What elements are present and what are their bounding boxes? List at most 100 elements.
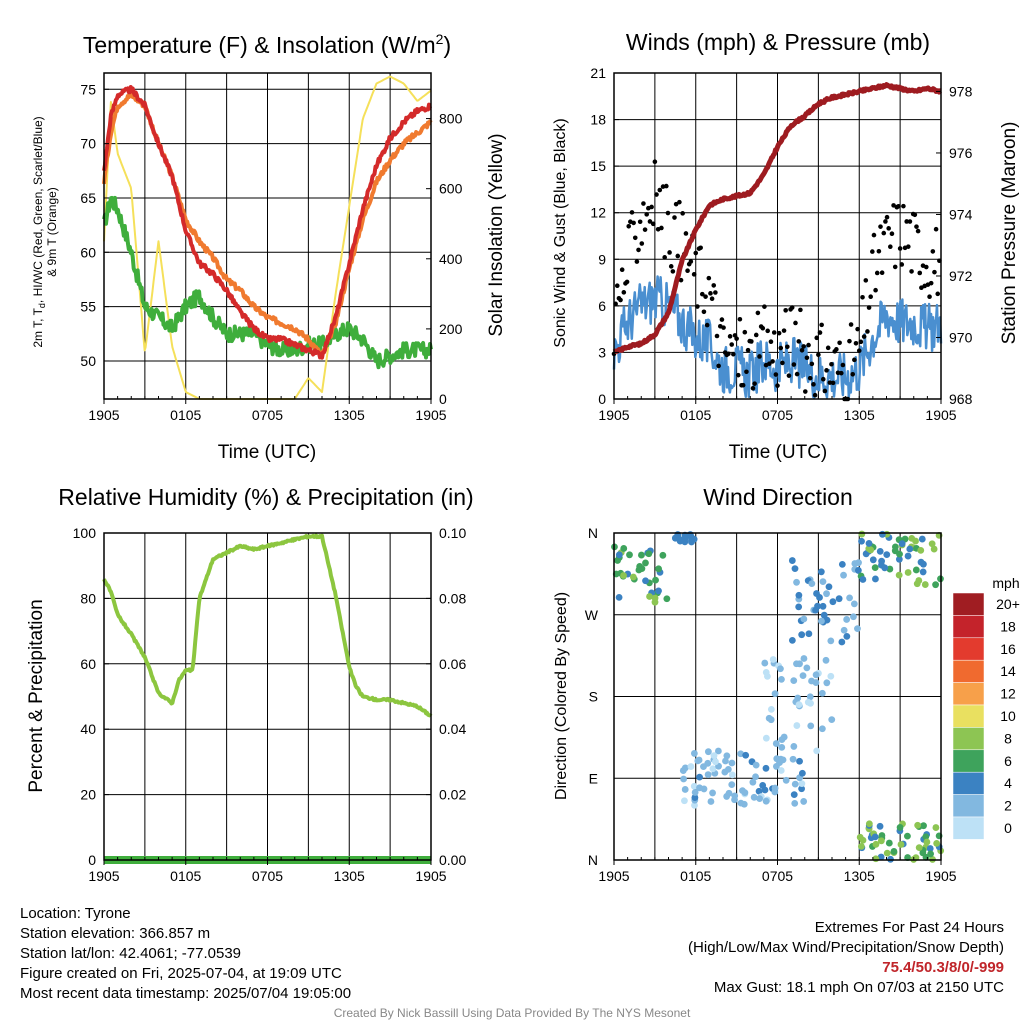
recent-text: Most recent data timestamp: 2025/07/04 1… xyxy=(20,985,352,1002)
max-gust-text: Max Gust: 18.1 mph On 07/03 at 2150 UTC xyxy=(713,979,1004,996)
wind-right-ytick-label: 968 xyxy=(949,391,973,407)
direction-point xyxy=(709,765,717,773)
direction-point xyxy=(737,799,745,807)
sonic-wind-line xyxy=(612,275,943,399)
direction-point xyxy=(858,537,865,545)
gust-point xyxy=(884,214,890,220)
direction-point xyxy=(854,567,862,574)
direction-point xyxy=(700,763,707,771)
direction-point xyxy=(704,771,712,778)
gust-point xyxy=(886,226,891,231)
direction-point xyxy=(798,780,806,788)
direction-point xyxy=(791,799,799,807)
location-text: Location: Tyrone xyxy=(20,905,131,922)
rh-ytick-label: 60 xyxy=(80,656,96,672)
rh-panel-title: Relative Humidity (%) & Precipitation (i… xyxy=(58,484,473,510)
direction-point xyxy=(823,590,830,598)
direction-point xyxy=(721,768,729,776)
dir-xtick-label: 1905 xyxy=(925,868,956,884)
gust-point xyxy=(695,304,700,309)
direction-point xyxy=(672,534,679,542)
gust-point xyxy=(873,287,878,293)
extremes-subtitle: (High/Low/Max Wind/Precipitation/Snow De… xyxy=(688,939,1004,956)
temp-xtick-label: 0705 xyxy=(252,407,283,423)
gust-point xyxy=(776,330,782,336)
temp-ytick-label: 55 xyxy=(80,299,96,315)
gust-point xyxy=(881,230,887,236)
wind-ytick-label: 21 xyxy=(590,65,606,81)
direction-point xyxy=(725,789,733,797)
direction-point xyxy=(771,784,779,792)
wind-right-ytick-label: 970 xyxy=(949,329,973,345)
rh-ytick-label: 80 xyxy=(80,590,96,606)
dir-xtick-label: 1305 xyxy=(844,868,875,884)
gust-point xyxy=(780,360,785,366)
wind-right-ytick-label: 972 xyxy=(949,268,973,284)
colorbar-label: 10 xyxy=(1000,708,1016,724)
direction-point xyxy=(858,842,865,850)
wind-xtick-label: 1905 xyxy=(925,407,956,423)
direction-point xyxy=(681,797,688,805)
gust-point xyxy=(907,219,913,224)
direction-point xyxy=(795,591,803,599)
gust-point xyxy=(742,329,748,335)
gust-point xyxy=(632,235,638,241)
gust-point xyxy=(704,322,710,328)
gust-point xyxy=(865,329,870,334)
gust-point xyxy=(896,203,901,209)
gust-point xyxy=(716,363,721,369)
gust-point xyxy=(709,296,715,302)
direction-point xyxy=(932,824,940,831)
direction-point xyxy=(876,822,884,830)
gust-point xyxy=(685,268,690,274)
direction-point xyxy=(923,838,931,846)
direction-point xyxy=(820,611,828,619)
direction-point xyxy=(793,722,801,729)
gust-point xyxy=(876,248,882,254)
gust-point xyxy=(915,228,921,234)
direction-point xyxy=(614,557,621,564)
wind-panel-title: Winds (mph) & Pressure (mb) xyxy=(626,29,930,55)
direction-point xyxy=(794,694,802,702)
gust-point xyxy=(834,347,839,352)
gust-point xyxy=(691,272,697,277)
direction-point xyxy=(805,630,813,638)
gust-point xyxy=(917,270,923,276)
direction-point xyxy=(898,540,906,548)
direction-point xyxy=(655,565,662,573)
gust-point xyxy=(634,259,640,264)
gust-point xyxy=(619,267,625,273)
direction-point xyxy=(798,769,806,777)
direction-point xyxy=(762,764,770,772)
direction-point xyxy=(895,555,903,563)
temp-panel-title: Temperature (F) & Insolation (W/m2) xyxy=(83,31,451,58)
direction-point xyxy=(791,565,799,572)
direction-point xyxy=(876,547,884,555)
pressure-line xyxy=(612,82,943,355)
direction-point xyxy=(829,598,837,606)
temp-right-ytick-label: 800 xyxy=(439,111,463,127)
direction-point xyxy=(679,767,687,774)
gust-point xyxy=(888,244,893,250)
direction-point xyxy=(812,679,820,686)
gust-point xyxy=(727,334,733,339)
wind-ytick-label: 18 xyxy=(590,112,606,128)
direction-point xyxy=(885,839,893,847)
direction-point xyxy=(638,551,645,559)
credit-text: Created By Nick Bassill Using Data Provi… xyxy=(333,1006,691,1020)
direction-point xyxy=(688,538,695,546)
direction-point xyxy=(752,773,759,781)
colorbar-swatch xyxy=(952,816,985,840)
temp-ytick-label: 75 xyxy=(80,81,96,97)
rh-xtick-label: 0105 xyxy=(170,868,201,884)
gust-point xyxy=(670,269,676,274)
direction-point xyxy=(767,716,775,724)
gust-point xyxy=(811,382,816,387)
direction-point xyxy=(895,571,903,579)
gust-point xyxy=(871,232,877,238)
direction-point xyxy=(804,698,812,706)
gust-point xyxy=(909,269,914,274)
rh-right-ytick-label: 0.02 xyxy=(439,787,466,803)
wind-ytick-label: 12 xyxy=(590,205,606,221)
gust-point xyxy=(667,250,672,255)
